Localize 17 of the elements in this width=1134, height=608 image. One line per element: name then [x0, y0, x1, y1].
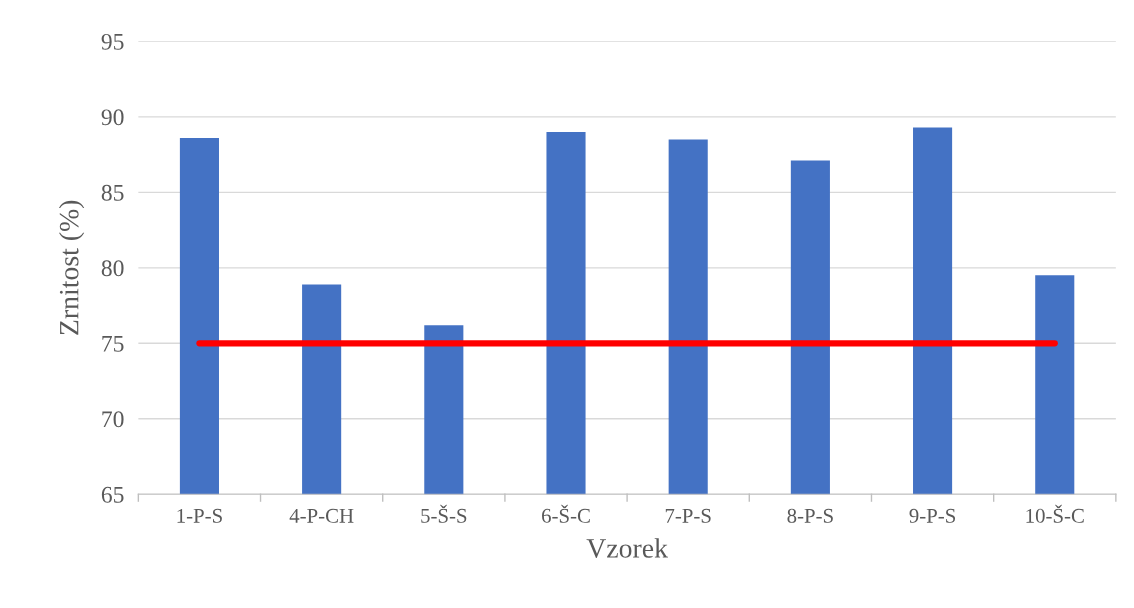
y-tick-label: 75 — [102, 336, 124, 352]
y-tick-label: 65 — [101, 486, 124, 503]
x-axis-title: Vzorek — [586, 538, 668, 558]
y-axis-title: Zrnitost (%) — [58, 200, 85, 335]
x-tick-label: 1-P-S — [177, 508, 222, 523]
y-tick-label: 95 — [101, 33, 124, 50]
x-tick-label: 6-Š-C — [542, 504, 590, 523]
y-tick-label: 80 — [101, 260, 124, 277]
y-tick-label: 70 — [102, 411, 124, 428]
x-tick-label: 10-Š-C — [1026, 504, 1084, 523]
x-tick-label: 5-Š-S — [421, 504, 467, 523]
x-tick-label: 4-P-CH — [289, 508, 354, 523]
y-tick-label: 85 — [101, 184, 124, 201]
x-tick-label: 7-P-S — [665, 508, 711, 523]
x-tick-label: 8-P-S — [787, 508, 833, 523]
y-tick-label: 90 — [101, 109, 124, 126]
x-tick-label: 9-P-S — [909, 508, 956, 523]
